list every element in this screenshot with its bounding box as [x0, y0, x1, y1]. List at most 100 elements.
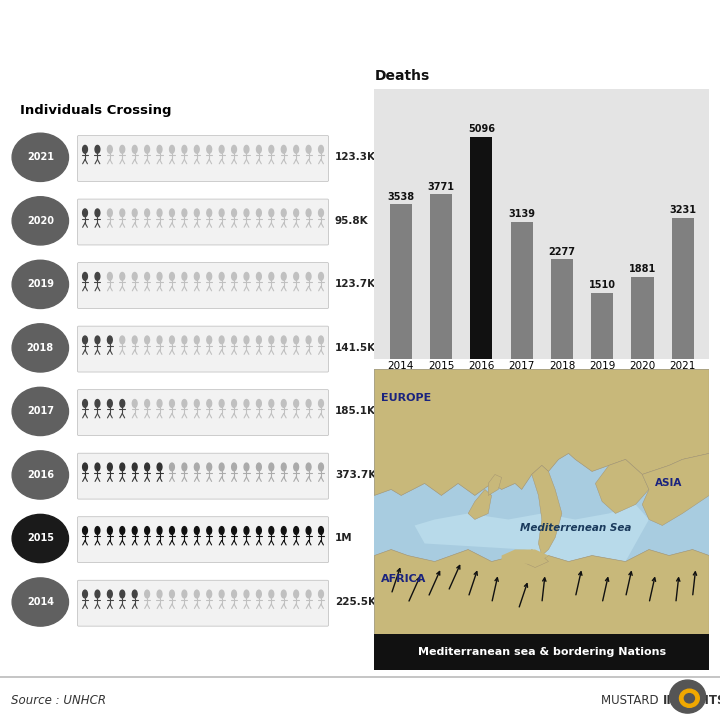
FancyBboxPatch shape: [77, 199, 328, 245]
Circle shape: [207, 145, 212, 153]
Polygon shape: [522, 549, 549, 567]
Circle shape: [145, 526, 150, 534]
Circle shape: [684, 693, 695, 703]
Circle shape: [194, 590, 199, 598]
Text: 185.1K: 185.1K: [335, 406, 376, 416]
Circle shape: [132, 209, 137, 217]
FancyBboxPatch shape: [77, 517, 328, 562]
Circle shape: [282, 526, 286, 534]
Circle shape: [282, 400, 286, 408]
Text: 1510: 1510: [589, 280, 616, 290]
Circle shape: [220, 336, 224, 343]
Circle shape: [319, 145, 323, 153]
Bar: [672, 218, 694, 359]
Circle shape: [157, 526, 162, 534]
Circle shape: [244, 463, 249, 471]
Circle shape: [207, 400, 212, 408]
Circle shape: [83, 272, 87, 280]
Circle shape: [95, 336, 100, 343]
Polygon shape: [374, 549, 709, 670]
FancyBboxPatch shape: [77, 390, 328, 436]
Text: 2277: 2277: [549, 247, 575, 257]
Circle shape: [157, 336, 162, 343]
Text: 123.3K: 123.3K: [335, 153, 376, 162]
Circle shape: [220, 400, 224, 408]
Circle shape: [170, 272, 174, 280]
Circle shape: [170, 145, 174, 153]
Circle shape: [244, 272, 249, 280]
Circle shape: [120, 400, 125, 408]
Circle shape: [182, 526, 186, 534]
Circle shape: [232, 463, 236, 471]
Text: Mediterrenean Sea: Mediterrenean Sea: [520, 523, 631, 534]
Circle shape: [306, 590, 311, 598]
Circle shape: [107, 400, 112, 408]
Polygon shape: [415, 505, 649, 562]
Circle shape: [220, 526, 224, 534]
Circle shape: [256, 145, 261, 153]
Text: 141.5K: 141.5K: [335, 343, 376, 353]
Text: Mediterranean sea & bordering Nations: Mediterranean sea & bordering Nations: [418, 647, 666, 657]
Bar: [551, 259, 573, 359]
Circle shape: [232, 336, 236, 343]
Circle shape: [306, 145, 311, 153]
Circle shape: [95, 463, 100, 471]
Circle shape: [194, 272, 199, 280]
Text: EUROPE: EUROPE: [381, 393, 431, 403]
Text: 373.7K: 373.7K: [335, 470, 376, 480]
Circle shape: [145, 336, 150, 343]
Text: 95.8K: 95.8K: [335, 216, 369, 226]
Circle shape: [269, 463, 274, 471]
Circle shape: [182, 400, 186, 408]
Ellipse shape: [12, 387, 68, 436]
Text: MUSTARD: MUSTARD: [601, 694, 662, 707]
Circle shape: [132, 526, 137, 534]
Polygon shape: [502, 549, 549, 564]
Ellipse shape: [12, 133, 68, 181]
Circle shape: [256, 590, 261, 598]
Circle shape: [207, 209, 212, 217]
Circle shape: [306, 400, 311, 408]
Circle shape: [319, 590, 323, 598]
Circle shape: [170, 336, 174, 343]
Circle shape: [294, 209, 299, 217]
FancyBboxPatch shape: [77, 263, 328, 308]
Circle shape: [170, 526, 174, 534]
Circle shape: [132, 463, 137, 471]
Circle shape: [232, 272, 236, 280]
Text: 225.5K: 225.5K: [335, 597, 376, 607]
Text: 1M: 1M: [335, 534, 353, 544]
Circle shape: [120, 463, 125, 471]
Ellipse shape: [12, 197, 68, 245]
Circle shape: [95, 145, 100, 153]
Circle shape: [182, 209, 186, 217]
Text: REFUGEES & MIGRANTS CROSSING THROUGH THE: REFUGEES & MIGRANTS CROSSING THROUGH THE: [13, 15, 501, 33]
Circle shape: [132, 336, 137, 343]
Circle shape: [282, 272, 286, 280]
Circle shape: [107, 336, 112, 343]
Ellipse shape: [12, 451, 68, 499]
Circle shape: [182, 145, 186, 153]
Circle shape: [244, 590, 249, 598]
Text: 2019: 2019: [27, 279, 54, 289]
Circle shape: [680, 689, 699, 707]
Circle shape: [670, 680, 706, 713]
Circle shape: [107, 590, 112, 598]
Circle shape: [269, 400, 274, 408]
Text: Individuals Crossing: Individuals Crossing: [20, 104, 172, 117]
Circle shape: [145, 145, 150, 153]
Circle shape: [244, 336, 249, 343]
Circle shape: [182, 590, 186, 598]
Text: 2014: 2014: [27, 597, 54, 607]
Circle shape: [107, 272, 112, 280]
Circle shape: [319, 336, 323, 343]
Text: 3771: 3771: [428, 182, 454, 192]
Circle shape: [157, 145, 162, 153]
Circle shape: [194, 463, 199, 471]
Polygon shape: [642, 454, 709, 526]
Circle shape: [157, 400, 162, 408]
Circle shape: [294, 590, 299, 598]
Bar: [510, 222, 533, 359]
Circle shape: [244, 526, 249, 534]
Circle shape: [157, 590, 162, 598]
